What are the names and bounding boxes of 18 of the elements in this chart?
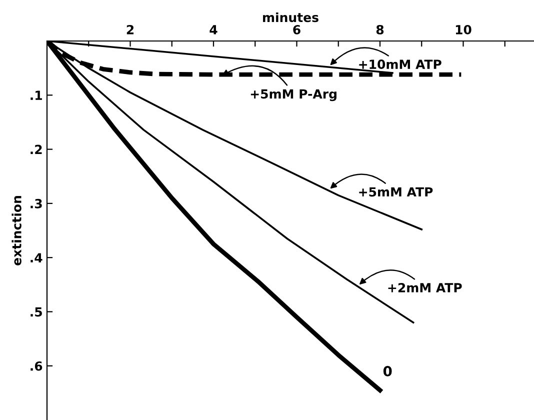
annotation: +2mM ATP <box>388 282 462 292</box>
x-axis-title: minutes <box>263 12 318 22</box>
x-tick-label: 4 <box>210 25 218 34</box>
y-tick-label: .6 <box>30 361 42 371</box>
x-tick-label: 10 <box>456 24 472 34</box>
annotation: +5mM P-Arg <box>250 89 336 102</box>
series-label: 0 <box>383 366 392 376</box>
annotation: +5mM ATP <box>359 187 433 197</box>
annotation: +10mM ATP <box>359 60 442 69</box>
y-tick-label: .4 <box>30 253 42 262</box>
y-tick-label: .5 <box>30 307 42 317</box>
x-tick-label: 6 <box>293 24 300 34</box>
x-tick-label: 8 <box>376 24 384 34</box>
y-axis-title: extinction <box>12 196 22 266</box>
y-tick-label: .2 <box>30 144 42 154</box>
y-tick-label: .1 <box>30 90 42 100</box>
y-tick-label: .3 <box>30 198 42 208</box>
x-tick-label: 2 <box>126 24 134 34</box>
